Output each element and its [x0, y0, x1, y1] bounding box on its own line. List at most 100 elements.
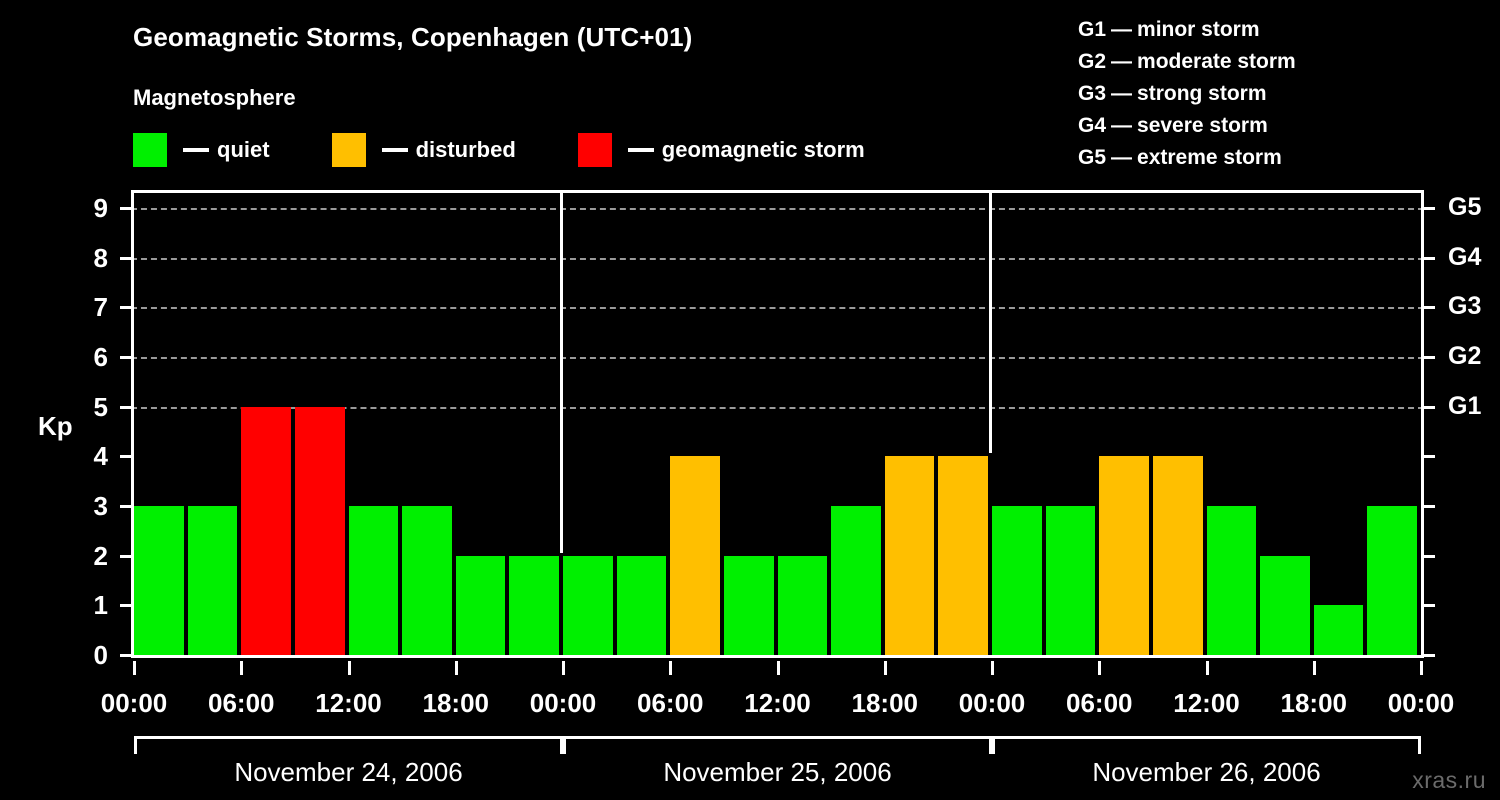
x-tick-1 [240, 661, 244, 675]
x-tick-label-2: 12:00 [315, 688, 382, 718]
y-tick-right-3 [1424, 504, 1435, 508]
x-tick-label-9: 06:00 [1066, 688, 1133, 718]
bar-14 [884, 456, 935, 655]
x-tick-8 [991, 661, 994, 675]
y-tick-right-4 [1424, 455, 1435, 459]
y-tick-label-9: 9 [93, 192, 108, 223]
y-tick-right-6 [1424, 355, 1435, 359]
watermark: xras.ru [1412, 767, 1486, 793]
g-legend-dash-icon: — [1111, 50, 1133, 73]
x-tick-label-4: 00:00 [529, 688, 597, 718]
g-scale-legend: G1— minor storm G2— moderate storm G3— strong… [1078, 14, 1296, 174]
y-tick-right-7 [1424, 306, 1435, 310]
x-tick-label-6: 12:00 [744, 688, 811, 718]
legend-swatch-icon [577, 133, 612, 167]
day-label-0: November 24, 2006 [234, 757, 463, 787]
x-tick-5 [669, 661, 673, 675]
day-separator-8 [560, 190, 563, 553]
legend-swatch-icon [331, 133, 366, 167]
x-tick-12 [1420, 661, 1423, 675]
bar-2 [241, 406, 291, 655]
g-tick-label-G4: G4 [1448, 242, 1482, 271]
bar-4 [348, 505, 399, 655]
y-tick-left-9 [120, 206, 131, 210]
day-bracket-2 [992, 736, 1421, 754]
bar-15 [938, 456, 988, 655]
x-tick-label-3: 18:00 [422, 688, 490, 718]
x-tick-label-1: 06:00 [208, 688, 275, 718]
y-tick-left-5 [120, 405, 131, 409]
g-legend-text: minor storm [1137, 18, 1260, 41]
g-legend-dash-icon: — [1111, 146, 1133, 169]
legend-item-geomagnetic-storm: geomagnetic storm [577, 133, 865, 167]
bar-7 [509, 555, 559, 655]
color-legend: quiet disturbed geomagnetic storm [133, 133, 865, 167]
y-tick-left-7 [120, 306, 131, 310]
bar-19 [1152, 456, 1203, 655]
bar-22 [1313, 605, 1364, 655]
x-tick-4 [562, 661, 565, 675]
y-tick-label-5: 5 [93, 391, 108, 422]
day-label-1: November 25, 2006 [663, 757, 892, 787]
g-legend-code: G1 [1078, 18, 1107, 41]
day-separator-16 [989, 190, 992, 454]
bar-16 [992, 505, 1042, 655]
bar-13 [831, 505, 881, 655]
y-tick-right-8 [1424, 256, 1435, 260]
x-tick-3 [454, 661, 458, 675]
y-tick-left-4 [120, 455, 131, 459]
y-tick-left-1 [120, 604, 131, 608]
x-tick-label-0: 00:00 [100, 688, 168, 718]
x-tick-6 [776, 661, 780, 675]
y-tick-right-9 [1424, 206, 1435, 210]
day-bracket-1 [563, 736, 992, 754]
gridline-kp-5 [131, 406, 1424, 409]
y-axis-title: Kp [38, 411, 73, 441]
g-legend-text: extreme storm [1137, 146, 1282, 169]
x-tick-label-7: 18:00 [851, 688, 919, 718]
x-tick-label-12: 00:00 [1387, 688, 1455, 718]
legend-dash-icon [183, 148, 209, 152]
g-tick-label-G5: G5 [1448, 192, 1482, 221]
g-legend-dash-icon: — [1111, 18, 1133, 41]
x-tick-0 [133, 661, 136, 675]
bar-5 [402, 505, 452, 655]
gridline-kp-9 [131, 207, 1424, 210]
bar-12 [777, 555, 828, 655]
y-tick-label-3: 3 [93, 490, 108, 521]
y-tick-label-8: 8 [93, 242, 108, 273]
legend-swatch-icon [133, 133, 167, 167]
section-label: Magnetosphere [133, 85, 296, 110]
bar-3 [294, 406, 345, 655]
y-tick-label-2: 2 [93, 540, 108, 571]
legend-label: disturbed [415, 137, 516, 162]
x-tick-label-10: 12:00 [1173, 688, 1240, 718]
x-tick-9 [1098, 661, 1102, 675]
day-bracket-0 [134, 736, 563, 754]
y-tick-label-0: 0 [93, 640, 108, 670]
g-legend-text: strong storm [1137, 82, 1267, 105]
x-tick-2 [347, 661, 351, 675]
legend-label: quiet [217, 137, 270, 162]
g-legend-code: G3 [1078, 82, 1107, 105]
bar-17 [1045, 505, 1096, 655]
legend-item-disturbed: disturbed [331, 133, 516, 167]
bar-8 [563, 555, 613, 655]
bar-11 [723, 555, 774, 655]
y-tick-left-8 [120, 256, 131, 260]
bar-10 [670, 456, 720, 655]
y-tick-right-0 [1424, 654, 1435, 657]
g-legend-code: G2 [1078, 50, 1107, 73]
x-tick-label-8: 00:00 [958, 688, 1026, 718]
gridline-kp-8 [131, 257, 1424, 260]
y-tick-label-4: 4 [93, 441, 108, 472]
x-tick-label-11: 18:00 [1280, 688, 1348, 718]
gridlines [120, 190, 1435, 658]
g-legend-row-G4: G4— severe storm [1078, 110, 1296, 142]
bar-series [131, 190, 1424, 658]
g-legend-text: severe storm [1137, 114, 1268, 137]
x-tick-7 [883, 661, 887, 675]
y-tick-right-5 [1424, 405, 1435, 409]
g-legend-dash-icon: — [1111, 82, 1133, 105]
g-tick-label-G3: G3 [1448, 292, 1482, 321]
